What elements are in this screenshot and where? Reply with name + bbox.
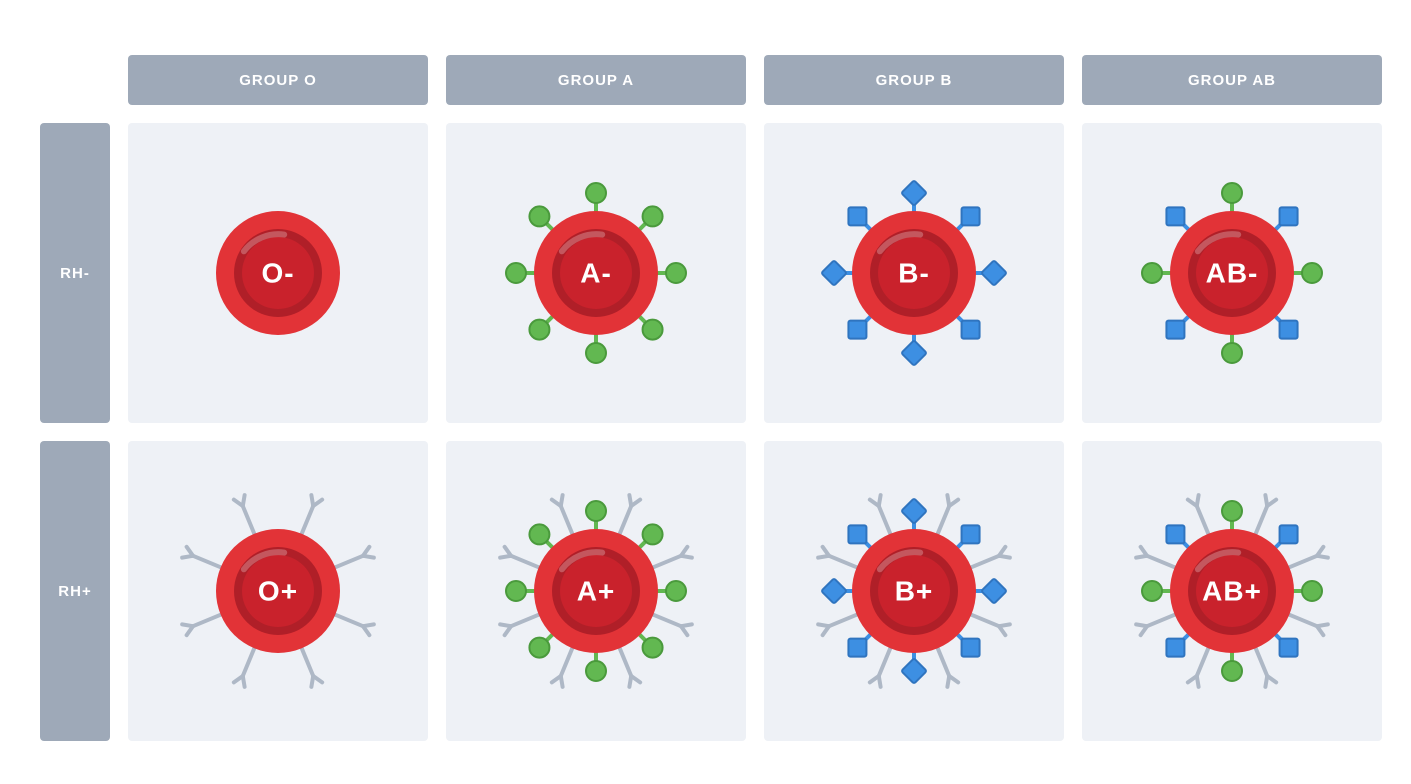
row-header-rh-pos: RH+ [40, 441, 110, 741]
cell-o-neg: O- [128, 123, 428, 423]
svg-text:B+: B+ [895, 576, 934, 607]
cell-ab-neg: AB- [1082, 123, 1382, 423]
col-header-b: GROUP B [764, 55, 1064, 105]
svg-text:O+: O+ [258, 576, 298, 607]
cell-o-pos: O+ [128, 441, 428, 741]
col-header-ab: GROUP AB [1082, 55, 1382, 105]
svg-text:O-: O- [261, 258, 294, 289]
cell-b-pos: B+ [764, 441, 1064, 741]
cell-ab-pos: AB+ [1082, 441, 1382, 741]
svg-text:AB+: AB+ [1202, 576, 1262, 607]
cell-a-neg: A- [446, 123, 746, 423]
col-header-o: GROUP O [128, 55, 428, 105]
cell-a-pos: A+ [446, 441, 746, 741]
svg-text:A-: A- [580, 258, 612, 289]
col-header-a: GROUP A [446, 55, 746, 105]
svg-text:B-: B- [898, 258, 930, 289]
svg-text:A+: A+ [577, 576, 616, 607]
blood-type-grid: GROUP O GROUP A GROUP B GROUP AB RH- O- … [40, 55, 1382, 741]
svg-text:AB-: AB- [1206, 258, 1259, 289]
row-header-rh-neg: RH- [40, 123, 110, 423]
grid-corner [40, 55, 110, 105]
cell-b-neg: B- [764, 123, 1064, 423]
